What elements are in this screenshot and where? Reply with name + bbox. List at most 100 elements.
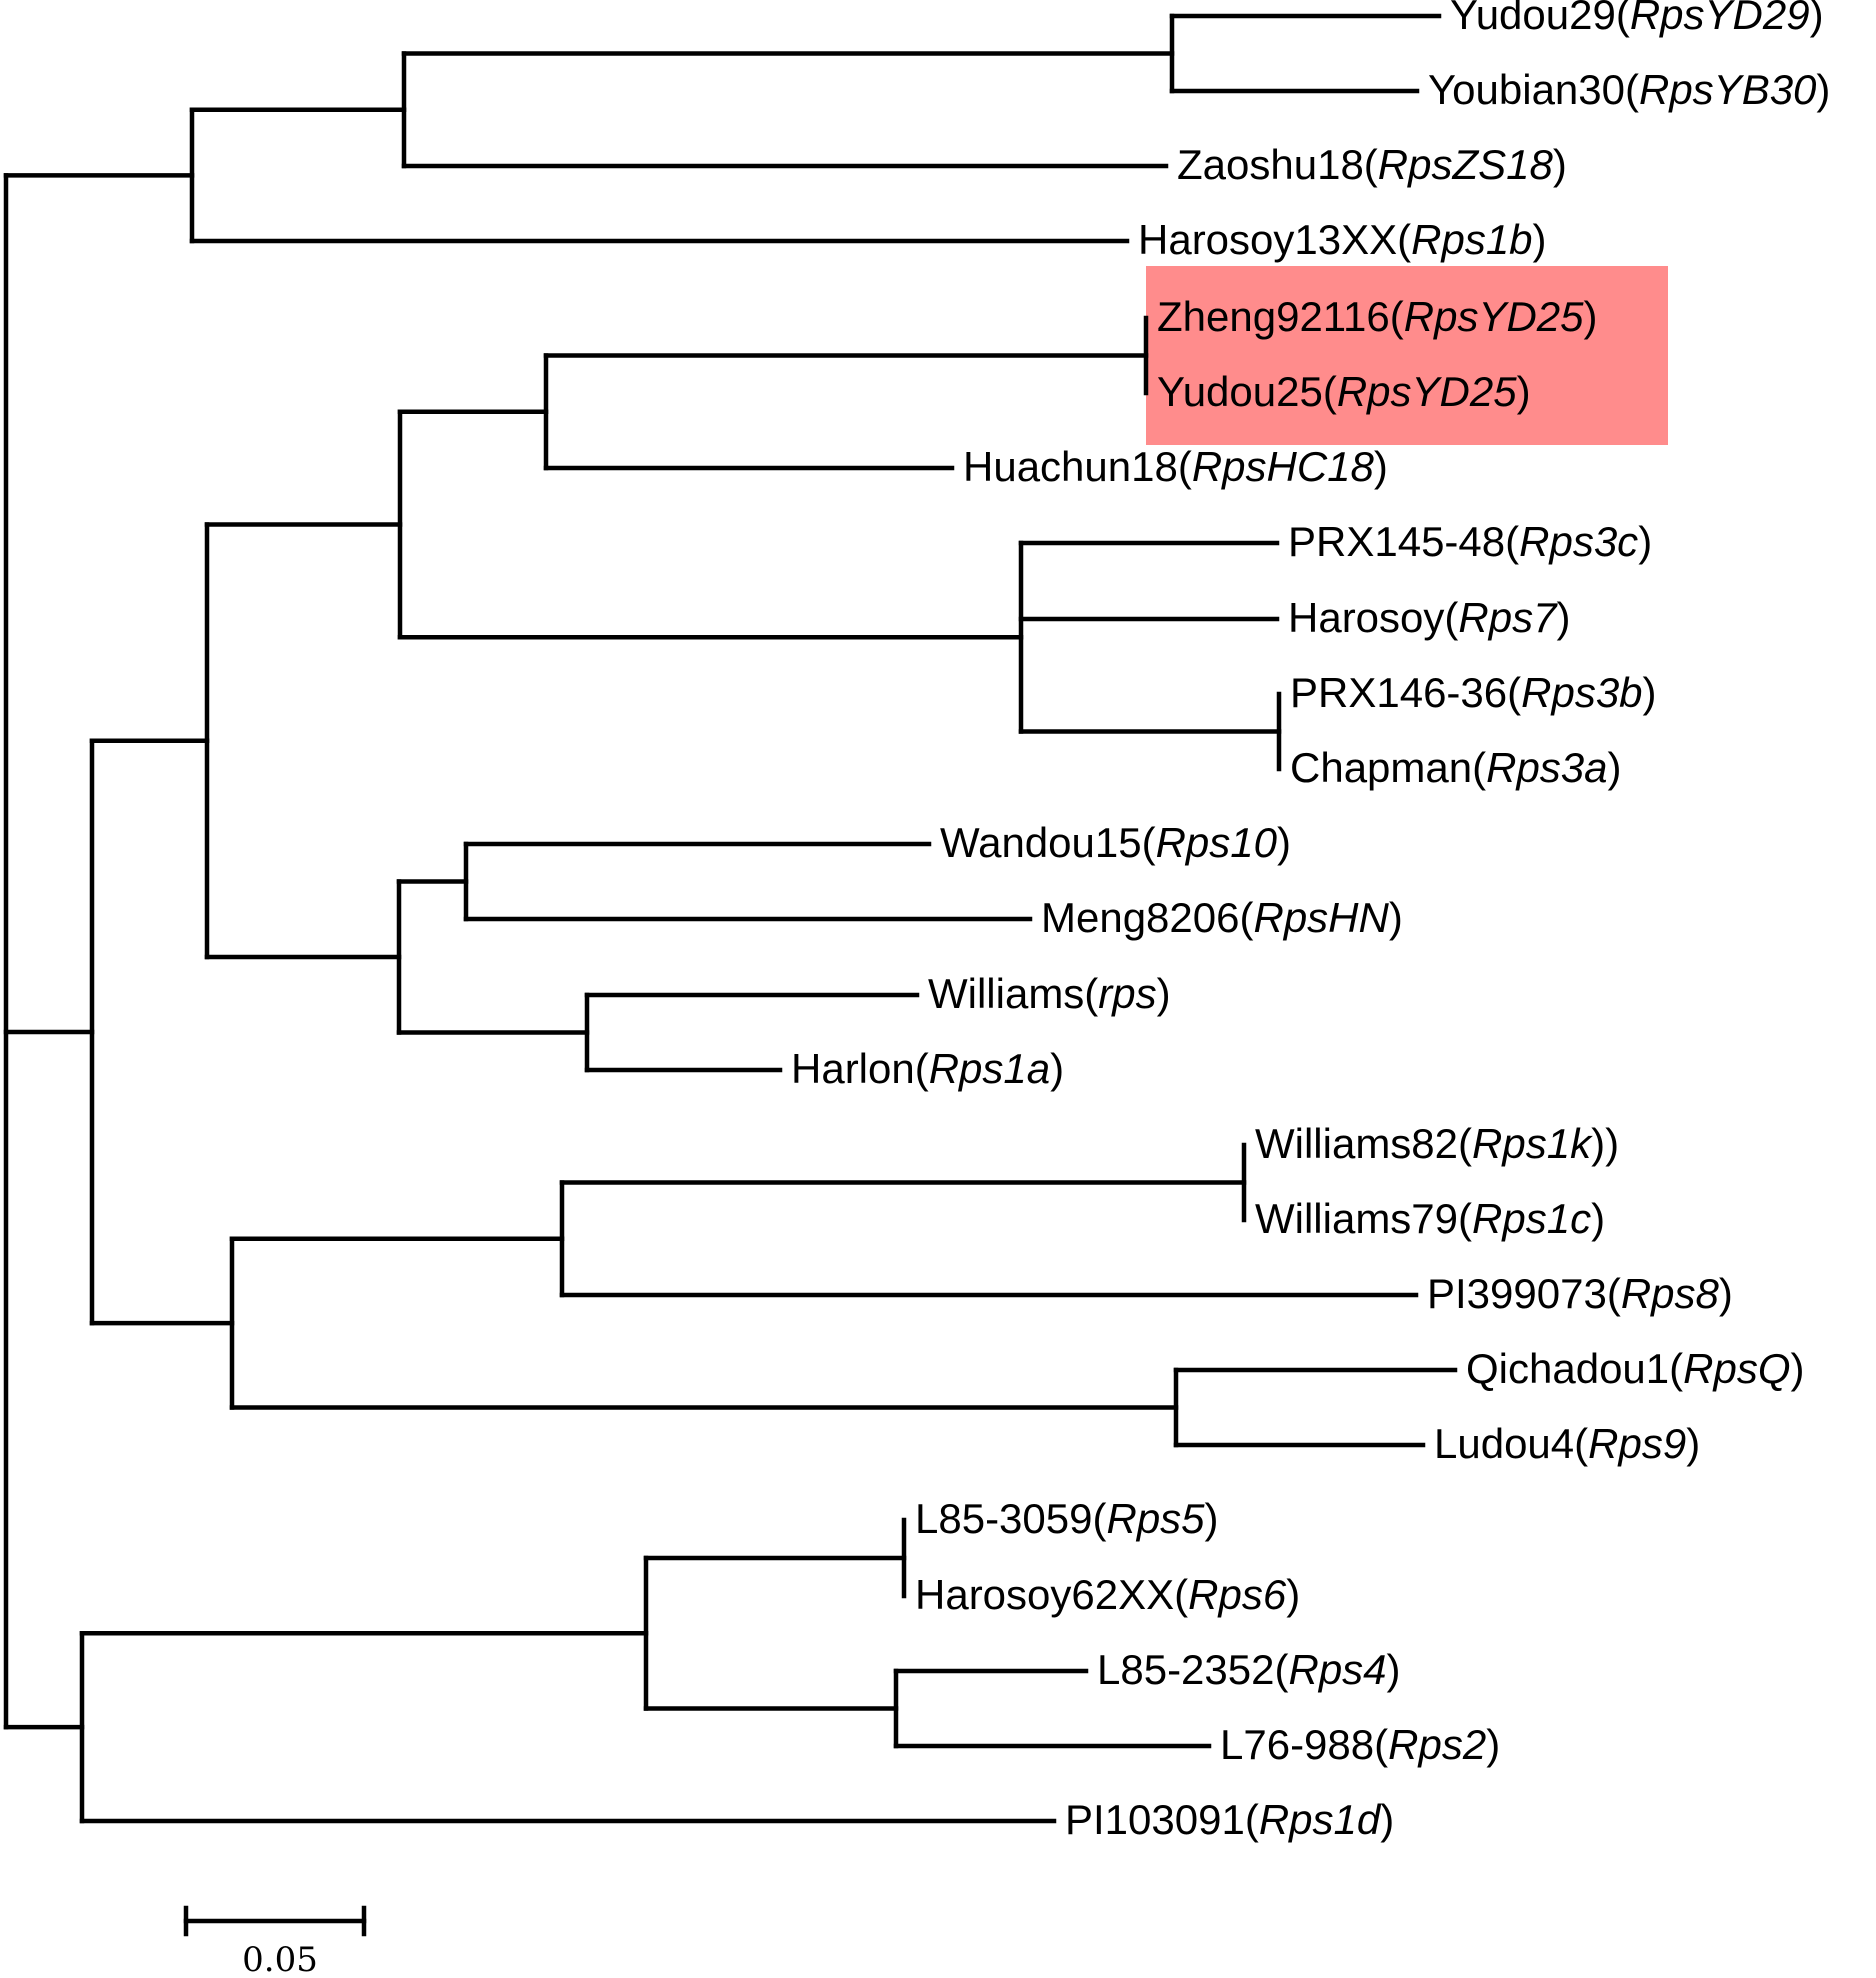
leaf-gene: Rps6	[1188, 1571, 1287, 1618]
leaf-gene: RpsHC18	[1192, 443, 1375, 490]
leaf-label-harosoy: Harosoy(Rps7)	[1288, 594, 1570, 641]
leaf-label-williams82: Williams82(Rps1k))	[1255, 1120, 1619, 1167]
leaf-close: )	[1816, 66, 1830, 113]
leaf-name: Qichadou1(	[1466, 1345, 1683, 1392]
leaf-gene: Rps1b	[1411, 216, 1532, 263]
leaf-name: Huachun18(	[963, 443, 1192, 490]
leaf-gene: Rps1a	[929, 1045, 1050, 1092]
leaf-label-zaoshu18: Zaoshu18(RpsZS18)	[1177, 141, 1567, 188]
leaf-name: Chapman(	[1290, 744, 1486, 791]
leaf-name: Zaoshu18(	[1177, 141, 1378, 188]
leaf-label-prx145-48: PRX145-48(Rps3c)	[1288, 518, 1652, 565]
leaf-close: )	[1584, 293, 1598, 340]
leaf-close: )	[1157, 970, 1171, 1017]
leaf-gene: Rps3c	[1519, 518, 1638, 565]
scale-bar-label: 0.05	[242, 1940, 318, 1978]
leaf-close: )	[1517, 368, 1531, 415]
leaf-gene: Rps4	[1288, 1646, 1386, 1693]
leaf-name: PRX145-48(	[1288, 518, 1519, 565]
leaf-close: )	[1638, 518, 1652, 565]
highlight-box	[1146, 266, 1668, 445]
leaf-name: L85-2352(	[1097, 1646, 1288, 1693]
leaf-label-youbian30: Youbian30(RpsYB30)	[1428, 66, 1830, 113]
leaf-gene: RpsHN	[1253, 894, 1389, 941]
leaf-close: )	[1643, 669, 1657, 716]
highlight-layer	[1146, 266, 1668, 445]
leaf-label-qichadou1: Qichadou1(RpsQ)	[1466, 1345, 1805, 1392]
leaf-label-williams79: Williams79(Rps1c)	[1255, 1195, 1605, 1242]
leaf-close: )	[1533, 216, 1547, 263]
leaf-gene: RpsYB30	[1639, 66, 1817, 113]
leaf-name: L76-988(	[1220, 1721, 1388, 1768]
leaf-label-pi103091: PI103091(Rps1d)	[1065, 1796, 1394, 1843]
leaf-gene: RpsQ	[1683, 1345, 1790, 1392]
leaf-close: )	[1591, 1195, 1605, 1242]
leaf-close: )	[1380, 1796, 1394, 1843]
leaf-label-pi399073: PI399073(Rps8)	[1427, 1270, 1733, 1317]
branch-layer	[3, 13, 1458, 1824]
leaf-name: PI103091(	[1065, 1796, 1259, 1843]
leaf-close: )	[1389, 894, 1403, 941]
leaf-name: Williams82(	[1255, 1120, 1472, 1167]
leaf-close: )	[1286, 1571, 1300, 1618]
leaf-gene: Rps1k	[1472, 1120, 1593, 1167]
leaf-gene: Rps9	[1588, 1420, 1686, 1467]
leaf-gene: RpsZS18	[1378, 141, 1554, 188]
leaf-name: Harosoy62XX(	[915, 1571, 1188, 1618]
leaf-close: )	[1810, 0, 1824, 38]
leaf-label-yudou29: Yudou29(RpsYD29)	[1450, 0, 1824, 38]
leaf-label-zheng92116: Zheng92116(RpsYD25)	[1157, 293, 1598, 340]
leaf-gene: Rps2	[1388, 1721, 1486, 1768]
leaf-label-wandou15: Wandou15(Rps10)	[940, 819, 1291, 866]
leaf-label-chapman: Chapman(Rps3a)	[1290, 744, 1622, 791]
leaf-close: )	[1374, 443, 1388, 490]
leaf-close: )	[1719, 1270, 1733, 1317]
leaf-label-williams: Williams(rps)	[928, 970, 1171, 1017]
leaf-label-l85-3059: L85-3059(Rps5)	[915, 1495, 1219, 1542]
leaf-close: ))	[1591, 1120, 1619, 1167]
leaf-label-harosoy13xx: Harosoy13XX(Rps1b)	[1138, 216, 1547, 263]
leaf-label-huachun18: Huachun18(RpsHC18)	[963, 443, 1388, 490]
leaf-close: )	[1387, 1646, 1401, 1693]
leaf-gene: Rps5	[1106, 1495, 1205, 1542]
scale-bar: 0.05	[183, 1905, 367, 1978]
leaf-name: Williams79(	[1255, 1195, 1472, 1242]
leaf-gene: RpsYD29	[1630, 0, 1810, 38]
leaf-name: Harlon(	[791, 1045, 929, 1092]
leaf-name: Meng8206(	[1041, 894, 1253, 941]
leaf-gene: Rps7	[1458, 594, 1558, 641]
leaf-gene: Rps3b	[1521, 669, 1642, 716]
leaf-gene: RpsYD25	[1404, 293, 1584, 340]
leaf-name: Harosoy13XX(	[1138, 216, 1411, 263]
leaf-close: )	[1205, 1495, 1219, 1542]
leaf-label-meng8206: Meng8206(RpsHN)	[1041, 894, 1403, 941]
leaf-close: )	[1791, 1345, 1805, 1392]
leaf-label-harlon: Harlon(Rps1a)	[791, 1045, 1064, 1092]
leaf-gene: Rps10	[1156, 819, 1278, 866]
leaf-name: Williams(	[928, 970, 1098, 1017]
leaf-label-yudou25: Yudou25(RpsYD25)	[1157, 368, 1531, 415]
leaf-close: )	[1608, 744, 1622, 791]
leaf-name: Zheng92116(	[1157, 293, 1404, 340]
leaf-name: Yudou25(	[1157, 368, 1337, 415]
leaf-label-layer: Yudou29(RpsYD29)Youbian30(RpsYB30)Zaoshu…	[791, 0, 1830, 1843]
leaf-label-harosoy62xx: Harosoy62XX(Rps6)	[915, 1571, 1300, 1618]
leaf-name: Harosoy(	[1288, 594, 1458, 641]
leaf-close: )	[1553, 141, 1567, 188]
leaf-gene: Rps8	[1621, 1270, 1720, 1317]
leaf-label-prx146-36: PRX146-36(Rps3b)	[1290, 669, 1657, 716]
leaf-name: Wandou15(	[940, 819, 1156, 866]
leaf-gene: rps	[1098, 970, 1156, 1017]
leaf-name: PI399073(	[1427, 1270, 1621, 1317]
leaf-name: PRX146-36(	[1290, 669, 1521, 716]
leaf-close: )	[1556, 594, 1570, 641]
leaf-gene: Rps1d	[1259, 1796, 1382, 1843]
leaf-close: )	[1686, 1420, 1700, 1467]
leaf-close: )	[1050, 1045, 1064, 1092]
leaf-close: )	[1486, 1721, 1500, 1768]
leaf-name: Ludou4(	[1434, 1420, 1588, 1467]
leaf-name: Youbian30(	[1428, 66, 1639, 113]
leaf-close: )	[1277, 819, 1291, 866]
leaf-name: Yudou29(	[1450, 0, 1630, 38]
